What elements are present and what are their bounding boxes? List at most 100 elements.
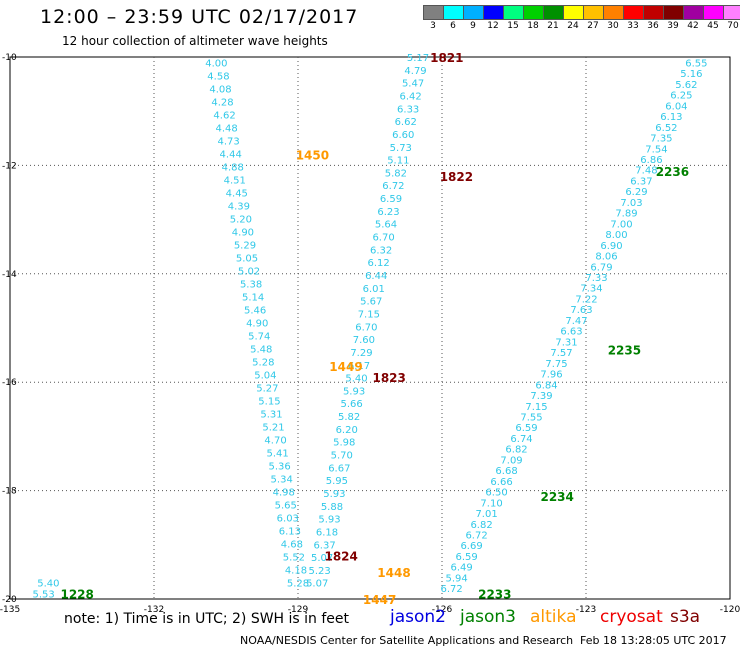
wave-height-value: 7.01 bbox=[475, 509, 497, 520]
wave-height-value: 4.73 bbox=[218, 136, 240, 147]
color-scale-label: 27 bbox=[587, 21, 599, 31]
wave-height-value: 6.13 bbox=[660, 112, 682, 123]
pass-time-label: 2234 bbox=[540, 490, 573, 504]
wave-height-value: 4.39 bbox=[228, 202, 250, 213]
wave-height-value: 5.15 bbox=[258, 397, 280, 408]
pass-time-label: 1824 bbox=[324, 550, 357, 564]
wave-height-value: 5.82 bbox=[338, 412, 360, 423]
wave-height-value: 7.63 bbox=[570, 305, 592, 316]
wave-height-value: 6.23 bbox=[377, 207, 399, 218]
wave-height-value: 6.20 bbox=[336, 425, 358, 436]
wave-height-value: 5.73 bbox=[390, 143, 412, 154]
wave-height-value: 4.51 bbox=[224, 175, 246, 186]
color-scale-label: 30 bbox=[607, 21, 619, 31]
wave-height-value: 6.66 bbox=[490, 477, 512, 488]
wave-height-value: 4.88 bbox=[222, 162, 244, 173]
color-scale-label: 33 bbox=[627, 21, 639, 31]
wave-height-value: 7.00 bbox=[610, 219, 632, 230]
wave-height-value: 4.00 bbox=[205, 58, 227, 69]
pass-time-label: 2233 bbox=[478, 588, 511, 602]
wave-height-value: 5.38 bbox=[240, 280, 262, 291]
wave-height-value: 5.41 bbox=[266, 449, 288, 460]
mission-legend-entry: jason2 bbox=[390, 607, 446, 627]
wave-height-value: 5.05 bbox=[236, 254, 258, 265]
wave-height-value: 5.16 bbox=[680, 69, 702, 80]
wave-height-value: 7.55 bbox=[520, 412, 542, 423]
footer-credit: NOAA/NESDIS Center for Satellite Applica… bbox=[240, 634, 574, 647]
pass-time-label: 2235 bbox=[608, 344, 641, 358]
wave-height-value: 6.01 bbox=[363, 284, 385, 295]
wave-height-value: 6.18 bbox=[316, 527, 338, 538]
color-swatch bbox=[723, 5, 740, 20]
x-tick-label: -126 bbox=[432, 605, 453, 615]
wave-height-value: 6.72 bbox=[382, 181, 404, 192]
wave-height-value: 4.58 bbox=[207, 71, 229, 82]
color-scale-label: 45 bbox=[707, 21, 719, 31]
wave-height-value: 5.46 bbox=[244, 306, 266, 317]
wave-height-value: 6.03 bbox=[277, 514, 299, 525]
wave-height-value: 5.70 bbox=[331, 451, 353, 462]
y-tick-label: -10 bbox=[2, 53, 17, 63]
wave-height-value: 6.17 bbox=[348, 361, 370, 372]
wave-height-value: 7.31 bbox=[555, 337, 577, 348]
pass-time-label: 1822 bbox=[440, 170, 473, 184]
wave-height-value: 5.21 bbox=[262, 423, 284, 434]
wave-height-value: 5.40 bbox=[345, 374, 367, 385]
x-tick-label: -135 bbox=[0, 605, 20, 615]
wave-height-value: 5.65 bbox=[275, 501, 297, 512]
wave-height-value: 6.90 bbox=[600, 241, 622, 252]
x-tick-label: -129 bbox=[288, 605, 309, 615]
color-scale-label: 42 bbox=[687, 21, 699, 31]
wave-height-value: 4.28 bbox=[211, 97, 233, 108]
wave-height-value: 5.07 bbox=[306, 579, 328, 590]
wave-height-value: 6.25 bbox=[670, 91, 692, 102]
wave-height-value: 6.70 bbox=[355, 322, 377, 333]
wave-height-value: 5.95 bbox=[326, 476, 348, 487]
wave-height-value: 7.29 bbox=[350, 348, 372, 359]
wave-height-value: 4.45 bbox=[226, 189, 248, 200]
wave-height-value: 7.47 bbox=[565, 316, 587, 327]
wave-height-value: 5.23 bbox=[309, 566, 331, 577]
wave-height-value: 6.59 bbox=[380, 194, 402, 205]
wave-height-value: 4.62 bbox=[213, 110, 235, 121]
wave-height-value: 6.70 bbox=[372, 233, 394, 244]
wave-height-value: 7.35 bbox=[650, 134, 672, 145]
plot-frame bbox=[9, 56, 731, 600]
wave-height-value: 5.29 bbox=[234, 241, 256, 252]
wave-height-value: 5.14 bbox=[242, 293, 264, 304]
mission-legend-entry: jason3 bbox=[460, 607, 516, 627]
wave-height-value: 7.03 bbox=[620, 198, 642, 209]
wave-height-value: 7.39 bbox=[530, 391, 552, 402]
mission-legend-entry: s3a bbox=[670, 607, 701, 627]
wave-height-value: 7.33 bbox=[585, 273, 607, 284]
wave-height-value: 5.40 bbox=[37, 579, 59, 590]
wave-height-value: 6.37 bbox=[313, 540, 335, 551]
wave-height-value: 4.68 bbox=[281, 540, 303, 551]
wave-height-value: 6.52 bbox=[655, 123, 677, 134]
wave-height-value: 6.42 bbox=[399, 91, 421, 102]
wave-height-value: 5.82 bbox=[385, 168, 407, 179]
wave-height-value: 6.55 bbox=[685, 58, 707, 69]
color-scale-label: 3 bbox=[430, 21, 436, 31]
wave-height-value: 5.34 bbox=[271, 475, 293, 486]
wave-height-value: 4.48 bbox=[215, 123, 237, 134]
wave-height-value: 5.07 bbox=[311, 553, 333, 564]
wave-height-value: 7.48 bbox=[635, 166, 657, 177]
wave-height-value: 6.82 bbox=[505, 445, 527, 456]
wave-height-value: 4.98 bbox=[273, 488, 295, 499]
chart-title: 12:00 – 23:59 UTC 02/17/2017 bbox=[40, 6, 359, 28]
wave-height-value: 6.33 bbox=[397, 104, 419, 115]
color-scale-label: 70 bbox=[727, 21, 739, 31]
wave-height-value: 5.53 bbox=[32, 590, 54, 601]
color-scale-label: 6 bbox=[450, 21, 456, 31]
wave-height-value: 8.06 bbox=[595, 252, 617, 263]
pass-time-label: 1449 bbox=[329, 360, 362, 374]
wave-height-value: 6.59 bbox=[515, 423, 537, 434]
color-scale-label: 15 bbox=[507, 21, 519, 31]
y-tick-label: -18 bbox=[2, 487, 17, 497]
wave-height-value: 5.28 bbox=[252, 358, 274, 369]
wave-height-value: 7.09 bbox=[500, 455, 522, 466]
mission-legend-entry: altika bbox=[530, 607, 577, 627]
wave-height-value: 5.04 bbox=[254, 371, 276, 382]
